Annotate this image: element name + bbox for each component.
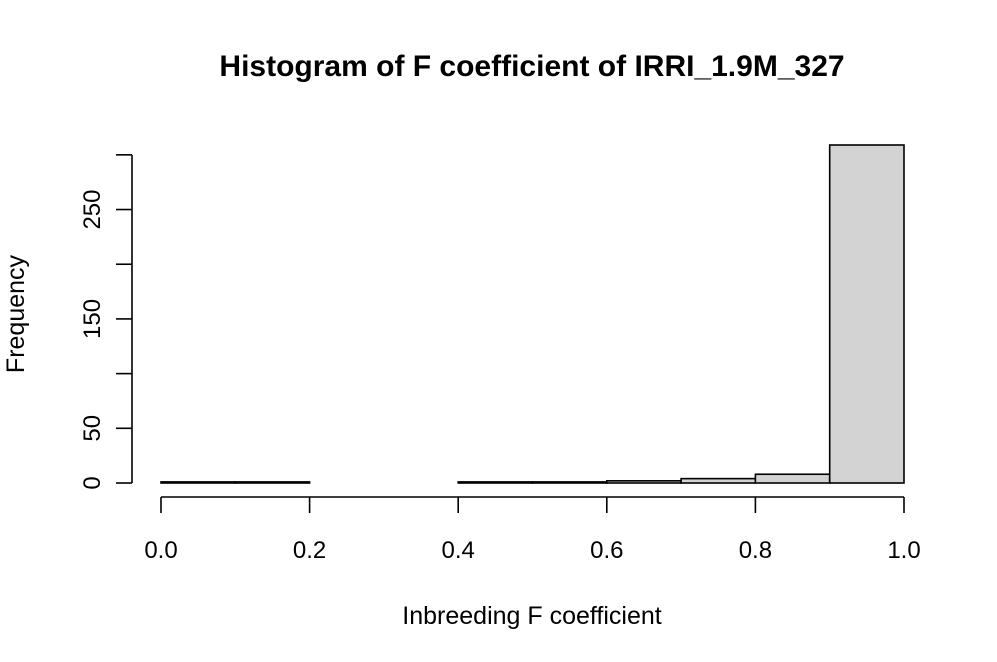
x-tick-label-4: 0.8: [739, 537, 772, 564]
x-tick-label-5: 1.0: [887, 537, 920, 564]
histogram-bar-1: [234, 481, 311, 484]
y-tick-label-5: 250: [79, 190, 106, 230]
histogram-bar-9: [828, 144, 905, 484]
y-tick-label-1: 50: [79, 415, 106, 442]
chart-title: Histogram of F coefficient of IRRI_1.9M_…: [219, 50, 844, 83]
histogram-bar-8: [754, 473, 831, 484]
histogram-bar-5: [531, 481, 608, 484]
x-tick-label-3: 0.6: [590, 537, 623, 564]
bars-group: [160, 144, 905, 484]
x-tick-label-0: 0.0: [144, 537, 177, 564]
x-axis-label: Inbreeding F coefficient: [402, 602, 661, 630]
y-axis-label: Frequency: [2, 254, 30, 373]
histogram-bar-4: [457, 481, 534, 484]
y-tick-label-0: 0: [79, 476, 106, 489]
x-tick-label-1: 0.2: [293, 537, 326, 564]
histogram-bar-6: [605, 480, 682, 484]
histogram-bar-0: [160, 481, 237, 484]
histogram-bar-7: [680, 477, 757, 484]
y-axis: 0 50 150 250: [79, 154, 133, 490]
x-axis: 0.0 0.2 0.4 0.6 0.8 1.0: [144, 496, 921, 564]
x-tick-label-2: 0.4: [442, 537, 475, 564]
y-tick-label-3: 150: [79, 299, 106, 339]
